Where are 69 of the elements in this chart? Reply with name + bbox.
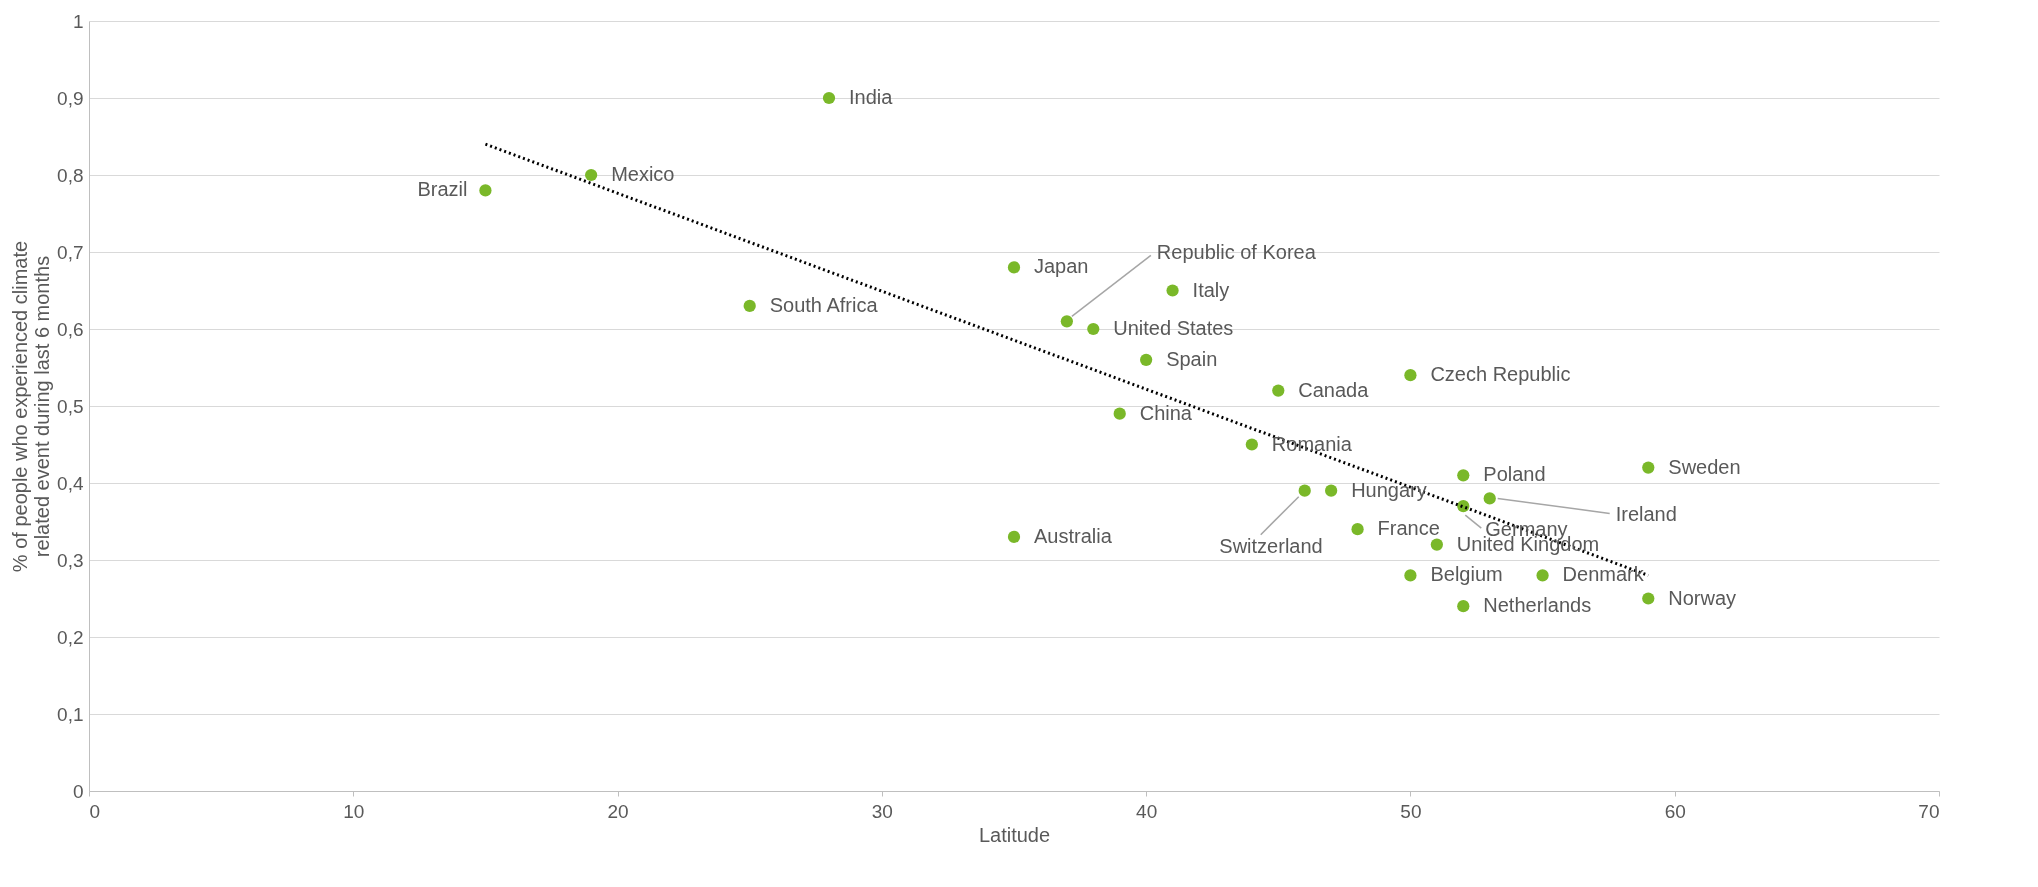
y-tick-label: 0,9 [57, 87, 84, 109]
point [1113, 407, 1126, 420]
point [1642, 592, 1655, 605]
annotation: Mexico [611, 163, 675, 185]
y-tick-label: 0,6 [57, 318, 84, 340]
x-tick-label: 70 [1918, 800, 1940, 822]
point [1457, 469, 1470, 482]
annotation: Japan [1034, 255, 1089, 278]
point [822, 91, 836, 105]
y-tick-label: 0,5 [57, 395, 84, 417]
point [1325, 484, 1338, 497]
point [479, 184, 492, 197]
point [1536, 569, 1549, 582]
point [1007, 530, 1021, 544]
annotation: Hungary [1351, 478, 1427, 501]
annotation: Norway [1668, 586, 1737, 609]
point [1457, 600, 1470, 613]
x-tick-label: 30 [871, 800, 893, 822]
point [1351, 523, 1364, 536]
point [1007, 261, 1021, 274]
annotation: Republic of Korea [1156, 241, 1317, 264]
annotation: Ireland [1615, 503, 1677, 526]
point [1245, 438, 1258, 451]
point [585, 168, 598, 182]
annotation: Australia [1034, 524, 1113, 547]
annotation: Sweden [1668, 455, 1741, 478]
annotation: Poland [1483, 463, 1546, 486]
x-tick-label: 50 [1400, 800, 1422, 822]
annotation: Canada [1298, 378, 1370, 401]
point [1060, 315, 1073, 328]
point [1298, 484, 1311, 497]
point [1404, 369, 1417, 382]
y-tick-label: 0,2 [57, 626, 84, 648]
x-tick-label: 10 [343, 800, 365, 822]
point [1430, 538, 1443, 551]
y-axis-title: % of people who experienced climate related event during last 6 months [9, 240, 54, 573]
y-tick-label: 0,7 [57, 241, 84, 263]
point [1166, 284, 1179, 297]
point [743, 299, 756, 313]
annotation: Brazil [417, 178, 468, 201]
x-tick-label: 60 [1664, 800, 1686, 822]
annotation: Czech Republic [1430, 363, 1571, 386]
point [1272, 384, 1285, 397]
annotation: France [1377, 517, 1440, 540]
point [1642, 461, 1655, 474]
y-tick-label: 0,3 [57, 549, 84, 571]
annotation: China [1139, 401, 1193, 424]
x-tick-label: 20 [607, 800, 629, 822]
annotation: Switzerland [1219, 534, 1323, 557]
x-axis-title: Latitude [978, 823, 1051, 846]
x-tick-label: 40 [1136, 800, 1158, 822]
annotation: India [849, 86, 894, 108]
annotation: Denmark [1562, 563, 1645, 586]
point [1404, 569, 1417, 582]
annotation: Belgium [1430, 563, 1503, 586]
annotation: Italy [1192, 278, 1230, 301]
y-tick-label: 0 [72, 780, 84, 802]
x-tick-label: 0 [89, 800, 101, 822]
point [1140, 353, 1153, 366]
point [1087, 322, 1100, 336]
annotation: South Africa [769, 293, 879, 316]
y-tick-label: 0,8 [57, 164, 84, 186]
y-tick-label: 0,1 [57, 703, 84, 725]
y-tick-label: 1 [72, 10, 84, 32]
point [1483, 492, 1496, 505]
annotation: United States [1113, 317, 1234, 339]
annotation: Spain [1166, 347, 1218, 370]
annotation: Netherlands [1483, 594, 1592, 617]
y-tick-label: 0,4 [57, 472, 84, 494]
